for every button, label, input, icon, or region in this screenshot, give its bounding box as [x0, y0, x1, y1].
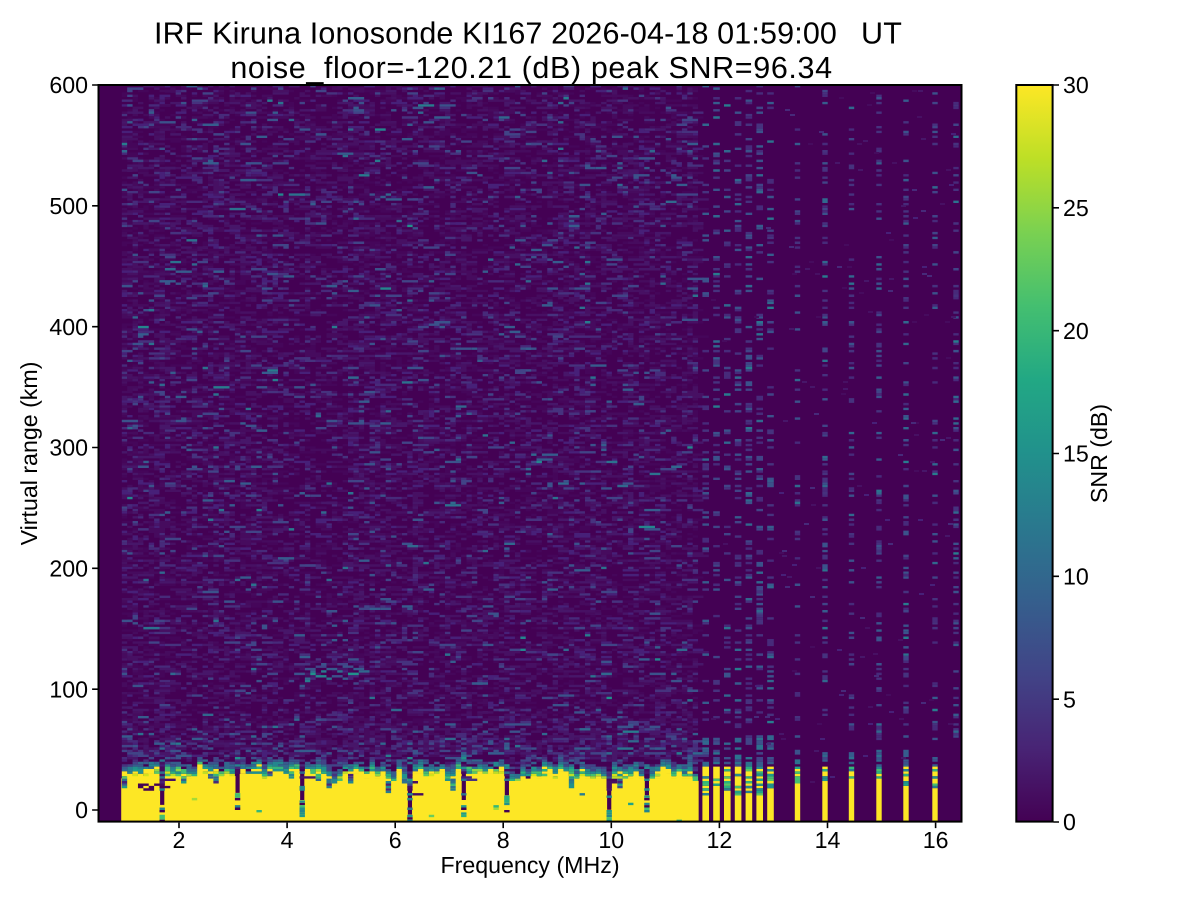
- svg-text:Virtual range (km): Virtual range (km): [16, 362, 42, 546]
- svg-text:200: 200: [49, 556, 88, 582]
- svg-text:300: 300: [49, 435, 88, 461]
- svg-text:600: 600: [49, 72, 88, 98]
- svg-text:25: 25: [1063, 195, 1089, 221]
- svg-text:IRF Kiruna Ionosonde KI167 202: IRF Kiruna Ionosonde KI167 2026-04-18 01…: [154, 17, 902, 51]
- svg-text:12: 12: [707, 827, 733, 853]
- svg-text:15: 15: [1063, 441, 1089, 467]
- svg-text:100: 100: [49, 676, 88, 702]
- svg-text:8: 8: [497, 827, 510, 853]
- svg-text:5: 5: [1063, 686, 1076, 712]
- svg-text:400: 400: [49, 314, 88, 340]
- svg-text:10: 10: [1063, 564, 1089, 590]
- svg-text:14: 14: [815, 827, 841, 853]
- svg-text:2: 2: [173, 827, 186, 853]
- svg-text:noise_floor=-120.21 (dB) peak: noise_floor=-120.21 (dB) peak SNR=96.34: [230, 51, 832, 85]
- svg-text:4: 4: [281, 827, 294, 853]
- svg-text:SNR (dB): SNR (dB): [1086, 404, 1112, 503]
- svg-text:0: 0: [1063, 809, 1076, 835]
- svg-text:16: 16: [923, 827, 949, 853]
- svg-text:20: 20: [1063, 318, 1089, 344]
- svg-text:0: 0: [75, 797, 88, 823]
- svg-text:Frequency (MHz): Frequency (MHz): [440, 852, 619, 878]
- svg-text:10: 10: [598, 827, 624, 853]
- svg-text:500: 500: [49, 193, 88, 219]
- svg-text:30: 30: [1063, 72, 1089, 98]
- svg-text:6: 6: [389, 827, 402, 853]
